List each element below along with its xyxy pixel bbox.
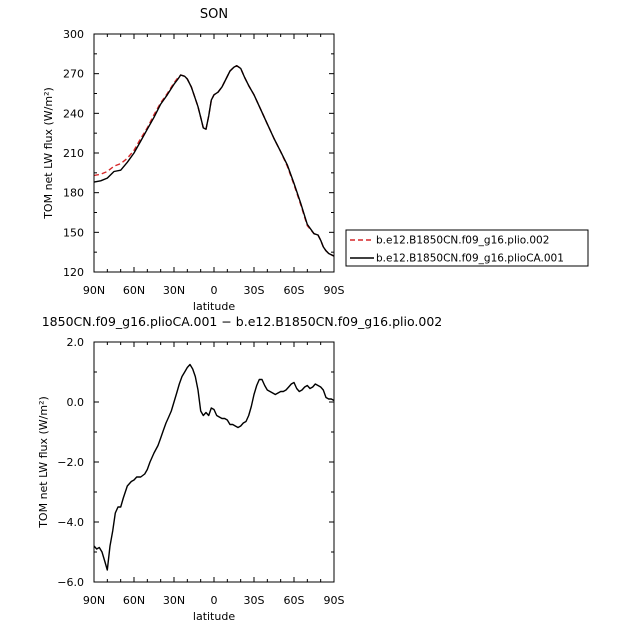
chart-top-xtick-label: 90S: [324, 284, 345, 297]
chart-bottom-ytick-label: −2.0: [57, 456, 84, 469]
chart-bottom-frame: [93, 341, 335, 583]
chart-top-frame: [93, 33, 335, 273]
chart-bottom-ylabel: TOM net LW flux (W/m²): [37, 396, 50, 529]
legend: b.e12.B1850CN.f09_g16.plio.002 b.e12.B18…: [345, 229, 589, 267]
chart-top-xtick-label: 0: [211, 284, 218, 297]
chart-top-xtick-label: 60S: [284, 284, 305, 297]
chart-bottom-xtick-label: 90S: [324, 594, 345, 607]
chart-top-xtick-label: 30S: [244, 284, 265, 297]
legend-label-pliocA-001: b.e12.B1850CN.f09_g16.plioCA.001: [376, 253, 564, 265]
chart-top-ylabel: TOM net LW flux (W/m²): [42, 87, 55, 220]
chart-top-series: [93, 64, 335, 257]
chart-top-title: SON: [200, 7, 228, 22]
chart-bottom-xtick-label: 30N: [163, 594, 185, 607]
chart-bottom-xtick-label: 60N: [123, 594, 145, 607]
legend-box: [345, 229, 589, 267]
chart-top-xtick-label: 30N: [163, 284, 185, 297]
chart-top-series-line-1: [93, 64, 335, 257]
chart-top-xtick-label: 60N: [123, 284, 145, 297]
chart-bottom-xtick-label: 0: [211, 594, 218, 607]
chart-top-xlabel: latitude: [193, 300, 235, 313]
chart-bottom: 1850CN.f09_g16.plioCA.001 − b.e12.B1850C…: [37, 314, 442, 623]
chart-bottom-xlabel: latitude: [193, 610, 235, 623]
chart-bottom-ytick-labels: −6.0 −4.0 −2.0 0.0 2.0: [57, 336, 84, 589]
chart-bottom-ytick-label: −6.0: [57, 576, 84, 589]
chart-bottom-xtick-label: 90N: [83, 594, 105, 607]
chart-bottom-xtick-label: 30S: [244, 594, 265, 607]
chart-top-ytick-label: 270: [63, 68, 84, 81]
chart-bottom-ytick-label: −4.0: [57, 516, 84, 529]
chart-top-ytick-label: 180: [63, 187, 84, 200]
chart-bottom-series-line-0: [93, 363, 335, 571]
chart-top-ytick-labels: 120 150 180 210 240 270 300: [63, 28, 84, 279]
chart-top-ytick-label: 150: [63, 226, 84, 239]
chart-bottom-title: 1850CN.f09_g16.plioCA.001 − b.e12.B1850C…: [42, 314, 443, 329]
chart-top-ytick-label: 120: [63, 266, 84, 279]
chart-bottom-ytick-label: 2.0: [67, 336, 85, 349]
chart-bottom-xtick-label: 60S: [284, 594, 305, 607]
chart-top-ytick-label: 210: [63, 147, 84, 160]
chart-top-ytick-label: 240: [63, 107, 84, 120]
chart-top-xtick-labels: 90N 60N 30N 0 30S 60S 90S: [83, 284, 345, 297]
chart-bottom-series: [93, 363, 335, 571]
legend-label-plio-002: b.e12.B1850CN.f09_g16.plio.002: [376, 235, 549, 247]
chart-top-ytick-label: 300: [63, 28, 84, 41]
chart-top-xtick-label: 90N: [83, 284, 105, 297]
chart-top-series-line-0: [93, 64, 335, 257]
chart-top: SON TOM net LW flux (W/m²) latitude 90N …: [42, 7, 345, 313]
chart-bottom-xtick-labels: 90N 60N 30N 0 30S 60S 90S: [83, 594, 345, 607]
chart-bottom-ytick-label: 0.0: [67, 396, 85, 409]
